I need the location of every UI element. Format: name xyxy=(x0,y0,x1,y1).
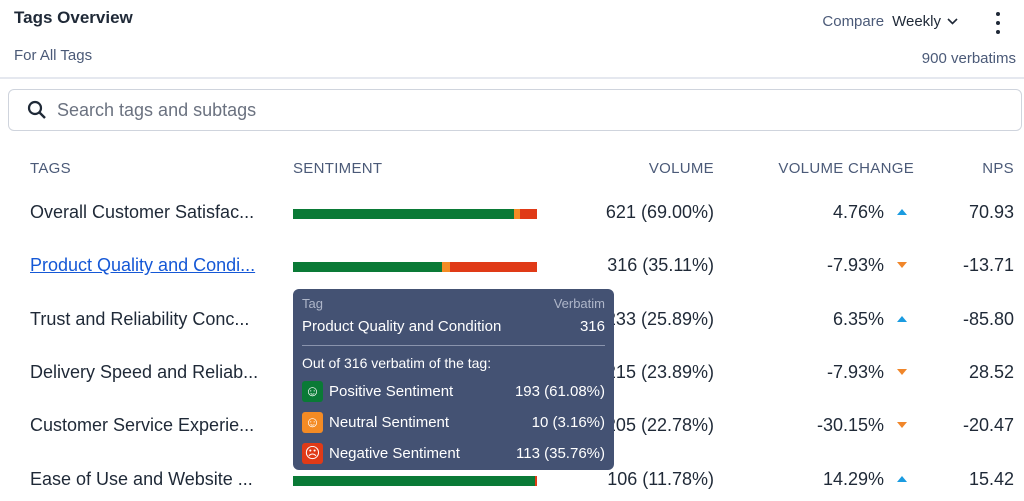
tag-name[interactable]: Delivery Speed and Reliab... xyxy=(30,361,259,382)
neutral-segment xyxy=(513,209,520,219)
compare-label: Compare xyxy=(822,13,885,30)
neutral-value: 10 (3.16%) xyxy=(531,413,605,431)
chevron-down-icon xyxy=(947,18,958,25)
positive-segment xyxy=(293,209,514,219)
volume-change-value: 6.35% xyxy=(832,308,884,329)
nps-value: 15.42 xyxy=(968,468,1014,489)
tag-name[interactable]: Trust and Reliability Conc... xyxy=(30,308,250,329)
column-header-tags[interactable]: TAGS xyxy=(30,160,71,177)
search-box[interactable] xyxy=(8,89,1022,131)
tooltip-count: 316 xyxy=(579,318,605,335)
tooltip-verbatim-label: Verbatim xyxy=(553,296,605,311)
smile-icon: ☺ xyxy=(302,380,323,402)
column-header-sentiment[interactable]: SENTIMENT xyxy=(293,160,383,177)
sentiment-bar[interactable] xyxy=(293,209,537,219)
negative-segment xyxy=(449,262,537,273)
trend-up-icon xyxy=(897,209,907,215)
negative-value: 113 (35.76%) xyxy=(516,444,605,462)
frown-icon: ☹ xyxy=(302,442,323,464)
trend-up-icon xyxy=(897,315,907,322)
search-input[interactable] xyxy=(57,99,957,121)
page-title: Tags Overview xyxy=(14,8,133,27)
compare-control: Compare Weekly xyxy=(822,13,958,30)
volume-change-value: -7.93% xyxy=(826,361,884,382)
volume-value: 215 (23.89%) xyxy=(605,361,714,382)
tooltip-neutral-row: ☺ Neutral Sentiment 10 (3.16%) xyxy=(302,411,605,433)
nps-value: 70.93 xyxy=(968,202,1014,222)
compare-value: Weekly xyxy=(892,13,941,30)
volume-change-value: 14.29% xyxy=(822,468,884,489)
sentiment-bar[interactable] xyxy=(293,475,537,486)
tooltip-positive-row: ☺ Positive Sentiment 193 (61.08%) xyxy=(302,380,605,402)
column-header-volume[interactable]: VOLUME xyxy=(648,160,714,177)
tag-name[interactable]: Customer Service Experie... xyxy=(30,415,255,436)
table-row[interactable]: Product Quality and Condi... 316 (35.11%… xyxy=(0,251,1024,281)
nps-value: -13.71 xyxy=(962,255,1014,276)
trend-down-icon xyxy=(897,368,907,375)
volume-value: 233 (25.89%) xyxy=(605,308,714,329)
nps-value: -85.80 xyxy=(962,308,1014,329)
volume-change-value: 4.76% xyxy=(832,202,884,222)
page-subtitle: For All Tags xyxy=(14,47,93,64)
column-header-nps[interactable]: NPS xyxy=(982,160,1014,177)
neutral-face-icon: ☺ xyxy=(302,411,323,433)
sentiment-tooltip: Tag Verbatim Product Quality and Conditio… xyxy=(293,289,614,470)
nps-value: -20.47 xyxy=(962,415,1014,436)
neutral-label: Neutral Sentiment xyxy=(329,413,450,431)
table-row[interactable]: Ease of Use and Website ... 106 (11.78%)… xyxy=(0,465,1024,495)
volume-value: 621 (69.00%) xyxy=(605,202,714,222)
table-row[interactable]: Overall Customer Satisfac... 621 (69.00%… xyxy=(0,198,1024,228)
volume-value: 205 (22.78%) xyxy=(605,415,714,436)
more-options-icon[interactable] xyxy=(992,12,1004,34)
tooltip-tag-name: Product Quality and Condition xyxy=(302,318,502,335)
volume-change-value: -30.15% xyxy=(816,415,884,436)
column-header-volume-change[interactable]: VOLUME CHANGE xyxy=(778,160,914,177)
trend-down-icon xyxy=(897,262,907,269)
tag-name[interactable]: Ease of Use and Website ... xyxy=(30,468,253,489)
positive-segment xyxy=(293,475,535,486)
neutral-segment xyxy=(442,262,450,273)
negative-label: Negative Sentiment xyxy=(329,444,460,462)
tooltip-tag-label: Tag xyxy=(302,296,323,311)
divider xyxy=(0,77,1024,79)
compare-period-dropdown[interactable]: Weekly xyxy=(892,13,958,30)
volume-change-value: -7.93% xyxy=(826,255,884,276)
sentiment-bar[interactable] xyxy=(293,262,537,273)
volume-value: 316 (35.11%) xyxy=(607,255,714,276)
negative-segment xyxy=(519,209,537,219)
negative-segment xyxy=(534,475,537,486)
search-icon xyxy=(27,100,46,119)
positive-label: Positive Sentiment xyxy=(329,382,454,400)
tooltip-divider xyxy=(302,345,605,346)
volume-value: 106 (11.78%) xyxy=(607,468,714,489)
verbatim-count: 900 verbatims xyxy=(921,50,1016,67)
tooltip-intro: Out of 316 verbatim of the tag: xyxy=(302,355,492,371)
nps-value: 28.52 xyxy=(968,361,1014,382)
positive-value: 193 (61.08%) xyxy=(514,382,605,400)
tag-name[interactable]: Product Quality and Condi... xyxy=(30,255,256,276)
positive-segment xyxy=(293,262,443,273)
trend-down-icon xyxy=(897,422,907,429)
tag-name[interactable]: Overall Customer Satisfac... xyxy=(30,202,255,222)
trend-up-icon xyxy=(897,475,907,482)
tooltip-negative-row: ☹ Negative Sentiment 113 (35.76%) xyxy=(302,442,605,464)
